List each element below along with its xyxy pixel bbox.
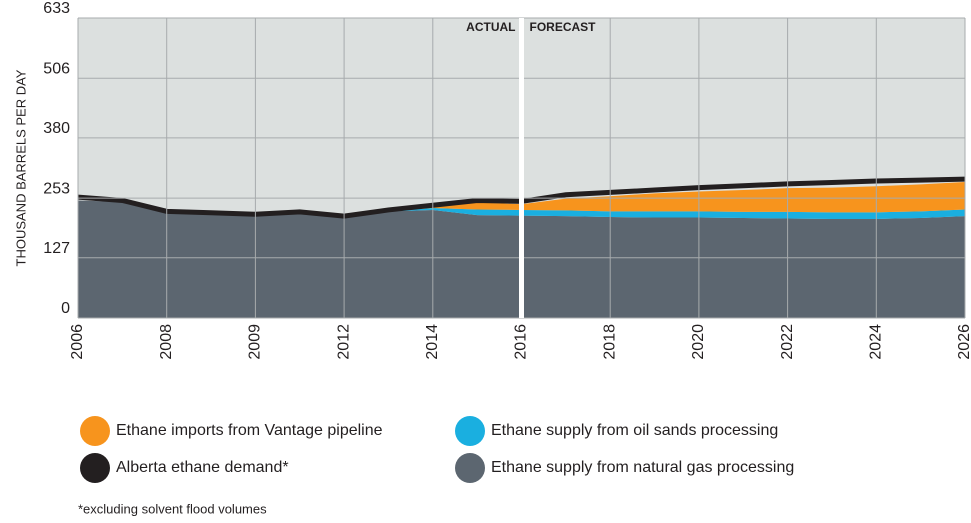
y-tick-label: 253	[43, 180, 70, 197]
x-tick-label: 2008	[158, 324, 175, 360]
legend-label: Ethane supply from oil sands processing	[491, 422, 778, 439]
y-tick-label: 0	[61, 300, 70, 317]
legend-swatch	[455, 416, 485, 446]
x-tick-label: 2026	[956, 324, 971, 360]
area	[78, 181, 965, 218]
legend-swatch	[80, 416, 110, 446]
x-tick-label: 2014	[424, 324, 441, 360]
footnote: *excluding solvent flood volumes	[78, 501, 267, 516]
y-tick-label: 380	[43, 120, 70, 137]
x-tick-label: 2024	[868, 324, 885, 360]
legend-swatch	[455, 453, 485, 483]
area	[78, 200, 965, 219]
y-tick-label: 506	[43, 60, 70, 77]
annotation: ACTUAL	[466, 20, 515, 34]
y-tick-label: 633	[43, 0, 70, 17]
legend-label: Alberta ethane demand*	[116, 459, 289, 476]
annotation: FORECAST	[530, 20, 597, 34]
x-tick-label: 2016	[513, 324, 530, 360]
x-tick-label: 2020	[690, 324, 707, 360]
x-tick-label: 2012	[335, 324, 352, 360]
x-tick-label: 2022	[779, 324, 796, 360]
y-axis-label: THOUSAND BARRELS PER DAY	[13, 69, 28, 266]
legend-label: Ethane imports from Vantage pipeline	[116, 422, 383, 439]
legend-swatch	[80, 453, 110, 483]
legend-label: Ethane supply from natural gas processin…	[491, 459, 794, 476]
x-tick-label: 2018	[601, 324, 618, 360]
y-tick-label: 127	[43, 240, 70, 257]
x-tick-label: 2006	[69, 324, 86, 360]
x-tick-label: 2009	[247, 324, 264, 360]
